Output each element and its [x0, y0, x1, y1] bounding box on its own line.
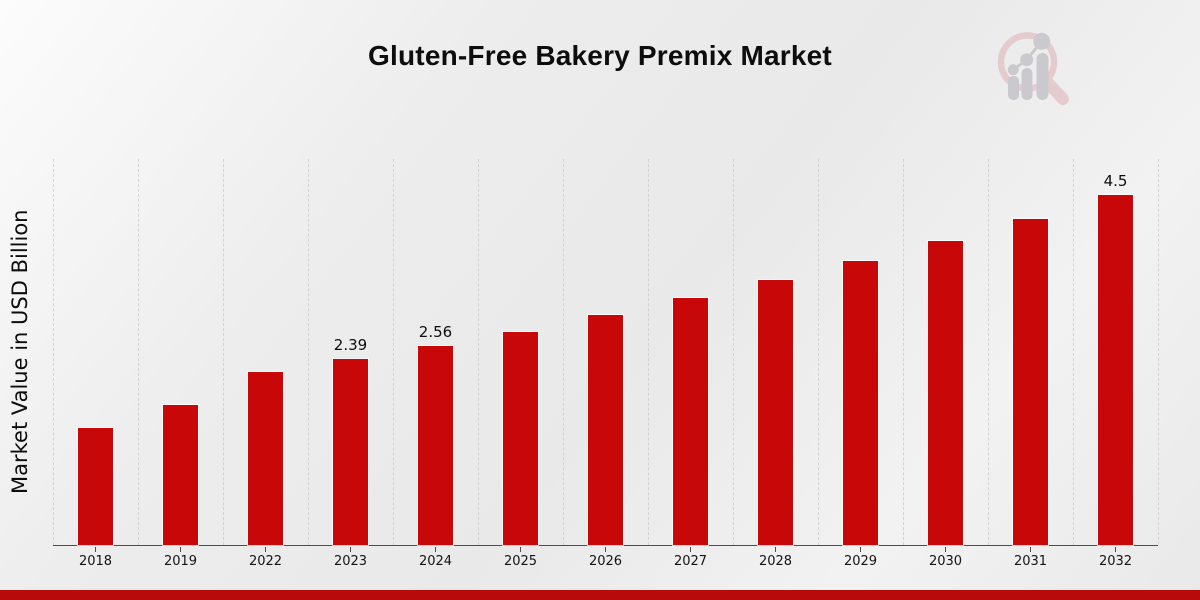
gridline [902, 159, 904, 545]
chart-title: Gluten-Free Bakery Premix Market [368, 40, 832, 71]
gridline [52, 159, 54, 545]
x-tick-label: 2018 [78, 554, 113, 569]
y-axis-label: Market Value in USD Billion [8, 209, 32, 495]
x-tick-label: 2026 [588, 554, 623, 569]
bar-2028 [757, 279, 794, 546]
axis-tick [1115, 546, 1116, 552]
footer-accent-bar [0, 590, 1200, 600]
bar-2030 [927, 240, 964, 546]
bar-2019 [162, 404, 199, 546]
bar-2023 [332, 358, 369, 546]
bar-2024 [417, 345, 454, 546]
axis-tick [605, 546, 606, 552]
plot-area: 2018 2019 2022 2023 2.39 2024 2.56 2025 2026 2027… [52, 159, 1159, 569]
x-tick-label: 2023 [333, 554, 368, 569]
gridline [817, 159, 819, 545]
x-tick-label: 2019 [163, 554, 198, 569]
gridline [1157, 159, 1159, 545]
axis-tick [435, 546, 436, 552]
bar-value-label: 2.39 [333, 336, 368, 354]
bar-2018 [77, 427, 114, 546]
axis-tick [945, 546, 946, 552]
x-tick-label: 2030 [928, 554, 963, 569]
gridline [392, 159, 394, 545]
axis-tick [690, 546, 691, 552]
gridline [987, 159, 989, 545]
x-tick-label: 2027 [673, 554, 708, 569]
x-tick-label: 2029 [843, 554, 878, 569]
axis-tick [265, 546, 266, 552]
x-tick-label: 2031 [1013, 554, 1048, 569]
bar-2029 [842, 260, 879, 546]
axis-tick [1030, 546, 1031, 552]
bar-2027 [672, 297, 709, 546]
bar-2022 [247, 371, 284, 546]
x-tick-label: 2028 [758, 554, 793, 569]
x-tick-label: 2024 [418, 554, 453, 569]
x-tick-label: 2032 [1098, 554, 1133, 569]
bar-2026 [587, 314, 624, 546]
axis-tick [180, 546, 181, 552]
gridline [477, 159, 479, 545]
gridline [647, 159, 649, 545]
bar-value-label: 2.56 [418, 323, 453, 341]
bar-2025 [502, 331, 539, 546]
gridline [137, 159, 139, 545]
gridline [222, 159, 224, 545]
x-tick-label: 2022 [248, 554, 283, 569]
bar-value-label: 4.5 [1103, 172, 1128, 190]
axis-tick [95, 546, 96, 552]
gridline [732, 159, 734, 545]
bar-2032 [1097, 194, 1134, 546]
x-tick-label: 2025 [503, 554, 538, 569]
gridline [307, 159, 309, 545]
axis-tick [520, 546, 521, 552]
axis-tick [860, 546, 861, 552]
market-research-future-logo-icon [997, 32, 1069, 105]
axis-tick [775, 546, 776, 552]
gridline [562, 159, 564, 545]
gridline [1072, 159, 1074, 545]
bar-2031 [1012, 218, 1049, 546]
axis-tick [350, 546, 351, 552]
